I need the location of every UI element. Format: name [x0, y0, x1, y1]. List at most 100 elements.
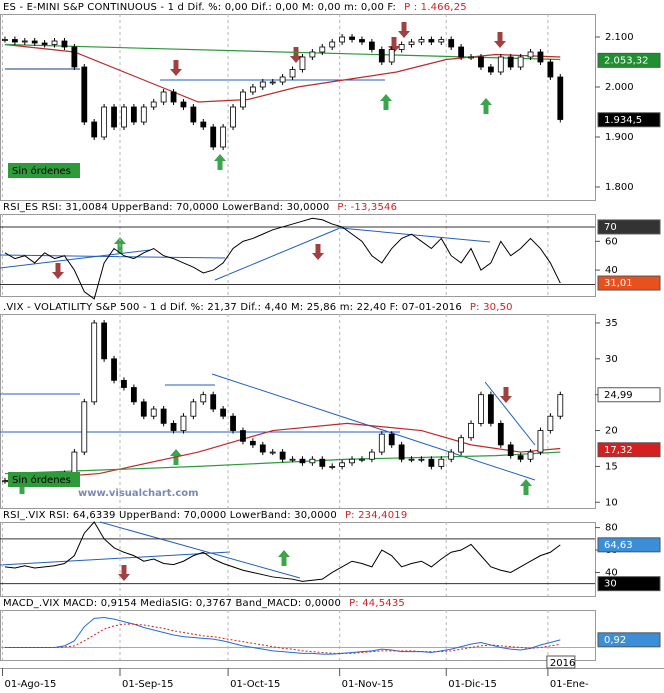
- candle: [339, 36, 346, 43]
- candle: [557, 76, 564, 120]
- status-label: Sin órdenes: [12, 165, 71, 177]
- candle: [240, 430, 246, 442]
- candle: [130, 106, 137, 123]
- candle: [428, 458, 435, 467]
- year-box: [546, 655, 576, 669]
- candle: [240, 91, 246, 108]
- price-tag-label: 30: [604, 579, 617, 590]
- candle: [180, 415, 187, 431]
- y-tick-label: 10: [605, 497, 618, 508]
- candle: [537, 51, 544, 63]
- candle: [309, 51, 316, 58]
- candle: [418, 458, 425, 461]
- candle: [507, 444, 514, 457]
- candle: [279, 451, 286, 460]
- candle: [398, 444, 405, 460]
- x-tick-label: 01-Oct-15: [230, 679, 280, 690]
- candle: [230, 106, 236, 128]
- panel-title: RSI_.VIX RSI: 64,6339 UpperBand: 70,0000…: [3, 510, 337, 521]
- panel-title: RSI_ES RSI: 31,0084 UpperBand: 70,0000 L…: [3, 202, 329, 213]
- candle: [527, 51, 534, 58]
- candle: [130, 387, 137, 403]
- price-tag-label: 17,32: [604, 445, 633, 456]
- price-tag-label: 64,63: [604, 540, 633, 551]
- candle: [81, 66, 88, 123]
- candle: [170, 91, 177, 103]
- candle: [547, 415, 554, 431]
- candle: [2, 480, 8, 483]
- candle: [378, 49, 385, 63]
- series-line: [4, 521, 561, 582]
- candle: [41, 42, 48, 45]
- candle: [487, 394, 494, 424]
- y-tick-label: 1.800: [605, 182, 634, 193]
- watermark: www.visualchart.com: [78, 488, 199, 499]
- moving-average: [4, 422, 561, 482]
- y-tick-label: 2.100: [605, 32, 634, 43]
- candle: [299, 458, 306, 464]
- series-line: [4, 623, 561, 654]
- candle: [210, 394, 217, 410]
- candle: [249, 440, 256, 446]
- panel-price: P: 44,5435: [349, 598, 405, 609]
- candle: [2, 39, 8, 41]
- y-tick-label: 20: [605, 426, 618, 437]
- candle: [299, 56, 306, 70]
- price-tag: [597, 112, 661, 128]
- candle: [51, 40, 58, 45]
- moving-average: [4, 43, 561, 61]
- x-tick-label: 01-Ago-15: [4, 679, 56, 690]
- candle: [150, 101, 157, 108]
- candle: [259, 81, 266, 88]
- candle: [91, 121, 98, 138]
- candle: [91, 322, 98, 403]
- candle: [289, 458, 296, 461]
- candle: [190, 401, 197, 417]
- candle: [11, 39, 18, 43]
- candle: [368, 451, 375, 460]
- series-line: [4, 217, 561, 300]
- candle: [190, 106, 197, 123]
- candle: [408, 41, 415, 45]
- year-label: 2016: [550, 658, 575, 669]
- candle: [507, 56, 514, 68]
- candle: [210, 126, 217, 148]
- candle: [418, 39, 425, 43]
- candle: [537, 430, 544, 453]
- candle: [398, 44, 405, 50]
- candle: [61, 40, 68, 48]
- y-tick-label: 35: [605, 318, 618, 329]
- candle: [289, 69, 296, 78]
- candle: [71, 46, 78, 68]
- candle: [388, 49, 395, 63]
- candle: [31, 40, 38, 44]
- panel-title: MACD_.VIX MACD: 0,9154 MediaSIG: 0,3767 …: [3, 598, 341, 609]
- panel-price: P: 30,50: [470, 302, 513, 313]
- price-tag: [597, 632, 661, 648]
- panel-title: ES - E-MINI S&P CONTINUOUS - 1 d Dif. %:…: [3, 2, 396, 13]
- x-tick-label: 01-Dic-15: [448, 679, 497, 690]
- panel-header: MACD_.VIX MACD: 0,9154 MediaSIG: 0,3767 …: [3, 598, 405, 609]
- panel-price: P: -13,3546: [337, 202, 397, 213]
- candle: [111, 358, 117, 381]
- panel-title: .VIX - VOLATILITY S&P 500 - 1 d Dif. %: …: [3, 302, 462, 313]
- candle: [319, 46, 326, 53]
- x-tick-label: 01-Ene-: [550, 679, 589, 690]
- candle: [438, 458, 445, 467]
- y-tick-label: 1.900: [605, 132, 634, 143]
- candle: [339, 462, 346, 467]
- y-tick-label: 30: [605, 354, 618, 365]
- candle: [368, 41, 375, 50]
- price-tag-label: 70: [604, 222, 617, 233]
- panel-header: .VIX - VOLATILITY S&P 500 - 1 d Dif. %: …: [3, 302, 513, 313]
- series-line: [4, 616, 561, 655]
- price-tag-label: 1.934,5: [604, 115, 642, 126]
- panel-price: P : 1.466,25: [404, 2, 467, 13]
- candle: [160, 91, 167, 103]
- candle: [408, 458, 415, 461]
- y-tick-label: 40: [605, 265, 618, 276]
- candle: [438, 39, 445, 43]
- candle: [150, 408, 157, 417]
- candle: [468, 56, 474, 59]
- candle: [249, 86, 256, 93]
